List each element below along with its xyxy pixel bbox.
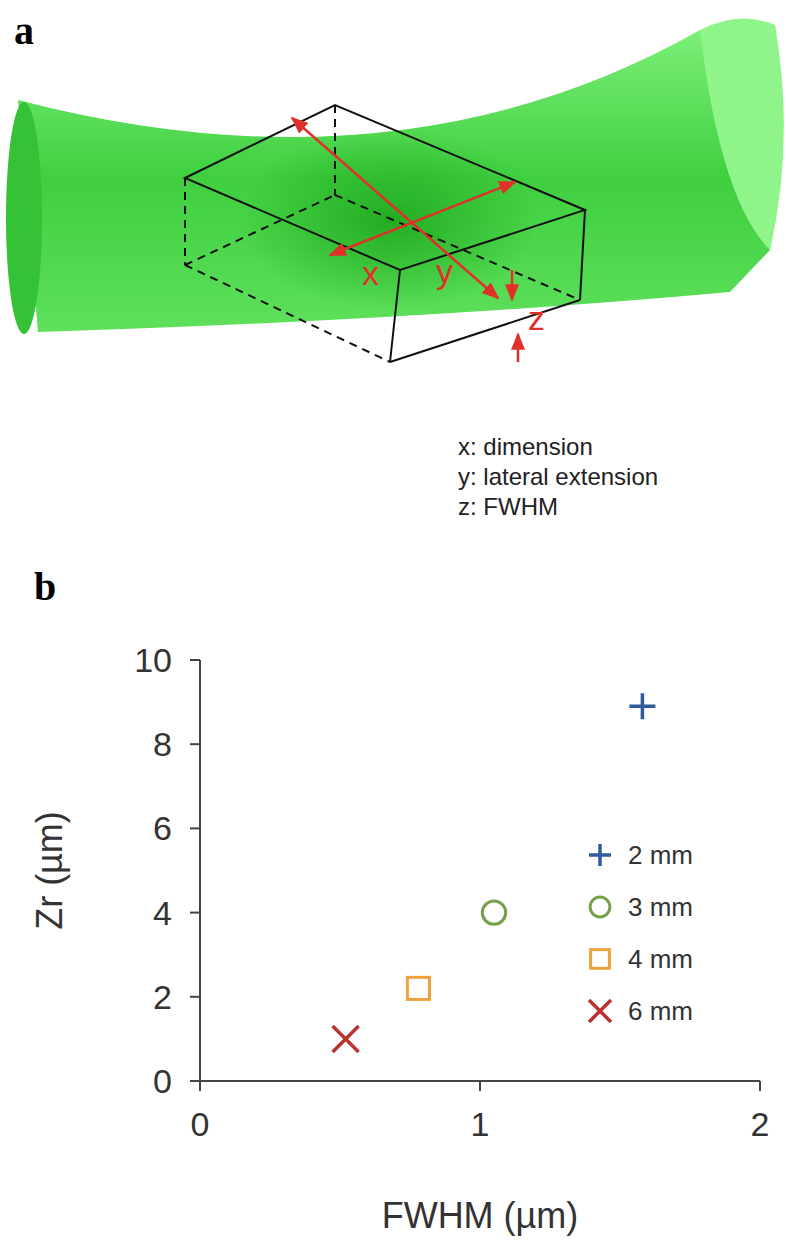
marker-shape xyxy=(333,1026,359,1052)
x-tick xyxy=(479,1081,481,1091)
legend: 2 mm 3 mm 4 mm 6 mm xyxy=(589,840,693,1026)
y-axis-title: Zr (µm) xyxy=(29,811,70,930)
y-tick-label: 4 xyxy=(153,894,172,932)
legend-label: 4 mm xyxy=(628,944,693,974)
legend-label: 3 mm xyxy=(628,892,693,922)
volume-box-edge xyxy=(390,270,400,362)
volume-box-edge xyxy=(390,300,580,362)
marker-shape xyxy=(407,977,429,999)
beam-end-face xyxy=(700,19,784,250)
beam-diagram xyxy=(6,19,784,362)
panel-letter: a xyxy=(14,8,34,53)
x-tick-label: 1 xyxy=(471,1105,490,1143)
y-tick xyxy=(190,827,200,829)
data-point xyxy=(629,693,655,719)
dimension-arrow xyxy=(511,270,514,300)
plot-area xyxy=(333,693,656,1052)
y-tick-label: 0 xyxy=(153,1062,172,1100)
y-tick xyxy=(190,743,200,745)
y-axis-line xyxy=(199,660,201,1081)
legend-label: 2 mm xyxy=(628,840,693,870)
x-axis-title: FWHM (µm) xyxy=(382,1195,579,1236)
y-tick xyxy=(190,1080,200,1082)
marker-shape xyxy=(591,950,610,969)
key-line: x: dimension xyxy=(458,433,593,460)
volume-box-edge xyxy=(184,178,186,265)
dimension-letter: x xyxy=(362,254,379,292)
volume-box-edge xyxy=(334,105,336,195)
legend-label: 6 mm xyxy=(628,996,693,1026)
y-tick xyxy=(190,912,200,914)
dimension-letter: y xyxy=(436,252,453,290)
data-point xyxy=(482,901,505,924)
x-tick xyxy=(199,1081,201,1091)
dimension-arrow xyxy=(330,182,515,255)
x-tick-label: 0 xyxy=(191,1105,210,1143)
marker-shape xyxy=(629,693,655,719)
volume-box-edge xyxy=(580,210,585,300)
volume-box-edge xyxy=(185,265,390,362)
volume-box-edge xyxy=(185,105,585,270)
legend-marker xyxy=(589,1000,611,1022)
marker-shape xyxy=(589,844,611,866)
x-tick-label: 2 xyxy=(751,1105,770,1143)
data-point xyxy=(333,1026,359,1052)
y-tick-label: 10 xyxy=(134,641,172,679)
legend-marker xyxy=(591,950,610,969)
dimension-letter: z xyxy=(528,299,545,337)
volume-box-edge xyxy=(335,195,580,300)
marker-shape xyxy=(482,901,505,924)
y-tick-label: 8 xyxy=(153,725,172,763)
key-line: z: FWHM xyxy=(458,493,558,520)
figure: a x y z x: dimension y: lateral extension z: F… xyxy=(0,0,786,1247)
marker-shape xyxy=(589,1000,611,1022)
data-point xyxy=(407,977,429,999)
marker-shape xyxy=(590,897,610,917)
legend-marker xyxy=(590,897,610,917)
beam-end-face xyxy=(6,102,42,334)
y-tick xyxy=(190,996,200,998)
dimension-arrow xyxy=(292,118,498,298)
volume-box-edge xyxy=(185,195,335,265)
key-line: y: lateral extension xyxy=(458,463,658,490)
beam-body xyxy=(18,25,781,332)
y-tick-label: 6 xyxy=(153,809,172,847)
x-tick xyxy=(759,1081,761,1091)
y-tick xyxy=(190,659,200,661)
legend-marker xyxy=(589,844,611,866)
dimension-arrow xyxy=(517,334,520,362)
panel-letter: b xyxy=(34,564,56,609)
y-tick-label: 2 xyxy=(153,978,172,1016)
